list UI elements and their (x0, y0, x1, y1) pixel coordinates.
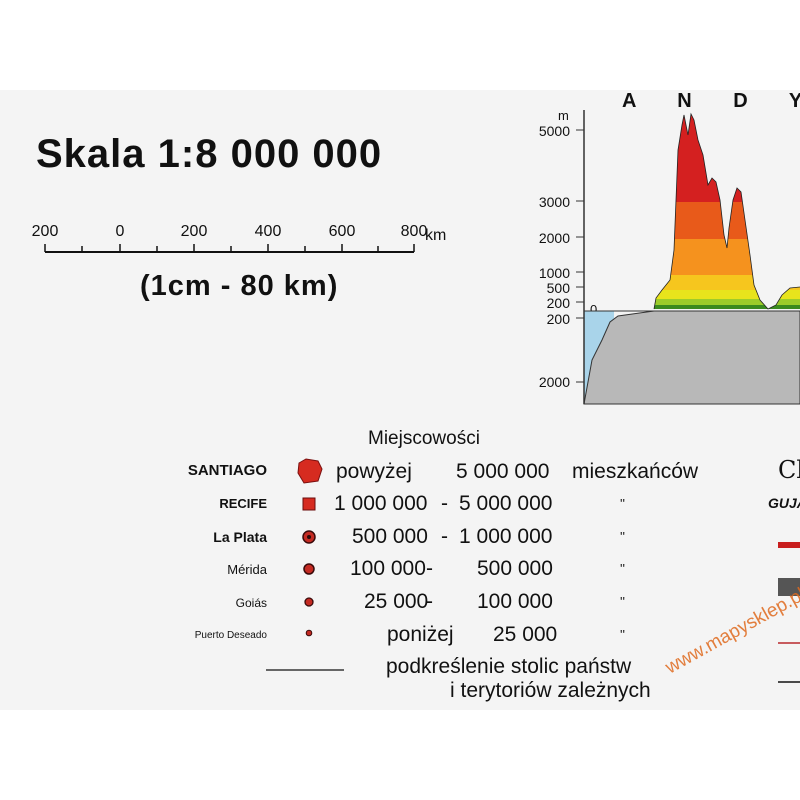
scale-ratio-note: (1cm - 80 km) (140, 270, 339, 302)
legend-example-city: Mérida (227, 562, 267, 577)
legend-dash: - (441, 492, 448, 515)
legend-example-city: SANTIAGO (187, 462, 267, 479)
legend-dash: - (426, 590, 433, 613)
elevation-bands (654, 114, 800, 309)
scale-tick-label: 0 (115, 223, 125, 240)
capital-note-line-1: podkreślenie stolic państw (386, 655, 632, 678)
ditto-mark: '' (620, 496, 625, 511)
edge-label-cl: Cl (778, 456, 800, 484)
legend-population: 1 000 000 (459, 525, 553, 548)
legend-population: 100 000 (477, 590, 553, 613)
legend-example-city: Puerto Deseado (194, 630, 267, 641)
andes-elevation-profile (576, 110, 800, 405)
square-city-symbol (302, 497, 316, 511)
elevation-label: 2000 (538, 230, 570, 246)
scale-tick-label: 600 (328, 223, 356, 240)
city-polygon-symbol (297, 458, 323, 484)
legend-population: 500 000 (477, 557, 553, 580)
ditto-mark: '' (620, 529, 625, 544)
scale-unit: km (425, 227, 447, 244)
ditto-mark: '' (620, 561, 625, 576)
seafloor (583, 310, 800, 405)
scale-title: Skala 1:8 000 000 (36, 132, 383, 176)
scale-tick-label: 800 (400, 223, 428, 240)
ditto-mark: '' (620, 594, 625, 609)
legend-population: 25 000 (493, 623, 558, 646)
legend-prefix: powyżej (336, 460, 412, 483)
map-legend-sheet: Skala 1:8 000 000 200 0 200 400 600 800 … (0, 90, 800, 710)
edge-legend-symbols (778, 542, 800, 683)
legend-title: Miejscowości (368, 428, 480, 449)
elevation-label: 5000 (538, 123, 570, 139)
scale-tick-label: 400 (254, 223, 282, 240)
elevation-label: 500 (546, 280, 570, 296)
legend-example-city: RECIFE (219, 496, 267, 511)
elevation-label: 1000 (538, 265, 570, 281)
capital-underline-sample (266, 669, 344, 671)
legend-population: 100 000 (350, 557, 426, 580)
small-circle-city-symbol (305, 629, 313, 637)
legend-population: 1 000 000 (334, 492, 428, 515)
circle-city-symbol (303, 563, 315, 575)
scale-tick-label: 200 (31, 223, 59, 240)
profile-unit: m (558, 108, 569, 123)
legend-unit: mieszkańców (572, 460, 699, 483)
legend-example-city: Goiás (235, 596, 267, 610)
legend-dash: - (441, 525, 448, 548)
elevation-label: 200 (546, 295, 570, 311)
sea-level-label: 0 (590, 302, 598, 317)
depth-label: 2000 (538, 374, 570, 390)
circle-dot-city-symbol (302, 530, 316, 544)
scale-tick-label: 200 (180, 223, 208, 240)
ditto-mark: '' (620, 627, 625, 642)
legend-population: 25 000 (364, 590, 429, 613)
depth-label: 200 (546, 311, 570, 327)
edge-label-guja: GUJA (768, 495, 800, 511)
capital-note-line-2: i terytoriów zależnych (450, 679, 651, 702)
legend-population: 5 000 000 (456, 460, 550, 483)
legend-example-city: La Plata (213, 529, 267, 545)
scale-bar (44, 244, 415, 253)
elevation-label: 3000 (538, 194, 570, 210)
legend-dash: - (426, 557, 433, 580)
legend-prefix: poniżej (387, 623, 454, 646)
legend-population: 500 000 (352, 525, 428, 548)
legend-population: 5 000 000 (459, 492, 553, 515)
profile-title: A N D Y (622, 90, 800, 112)
circle-city-symbol (304, 597, 314, 607)
